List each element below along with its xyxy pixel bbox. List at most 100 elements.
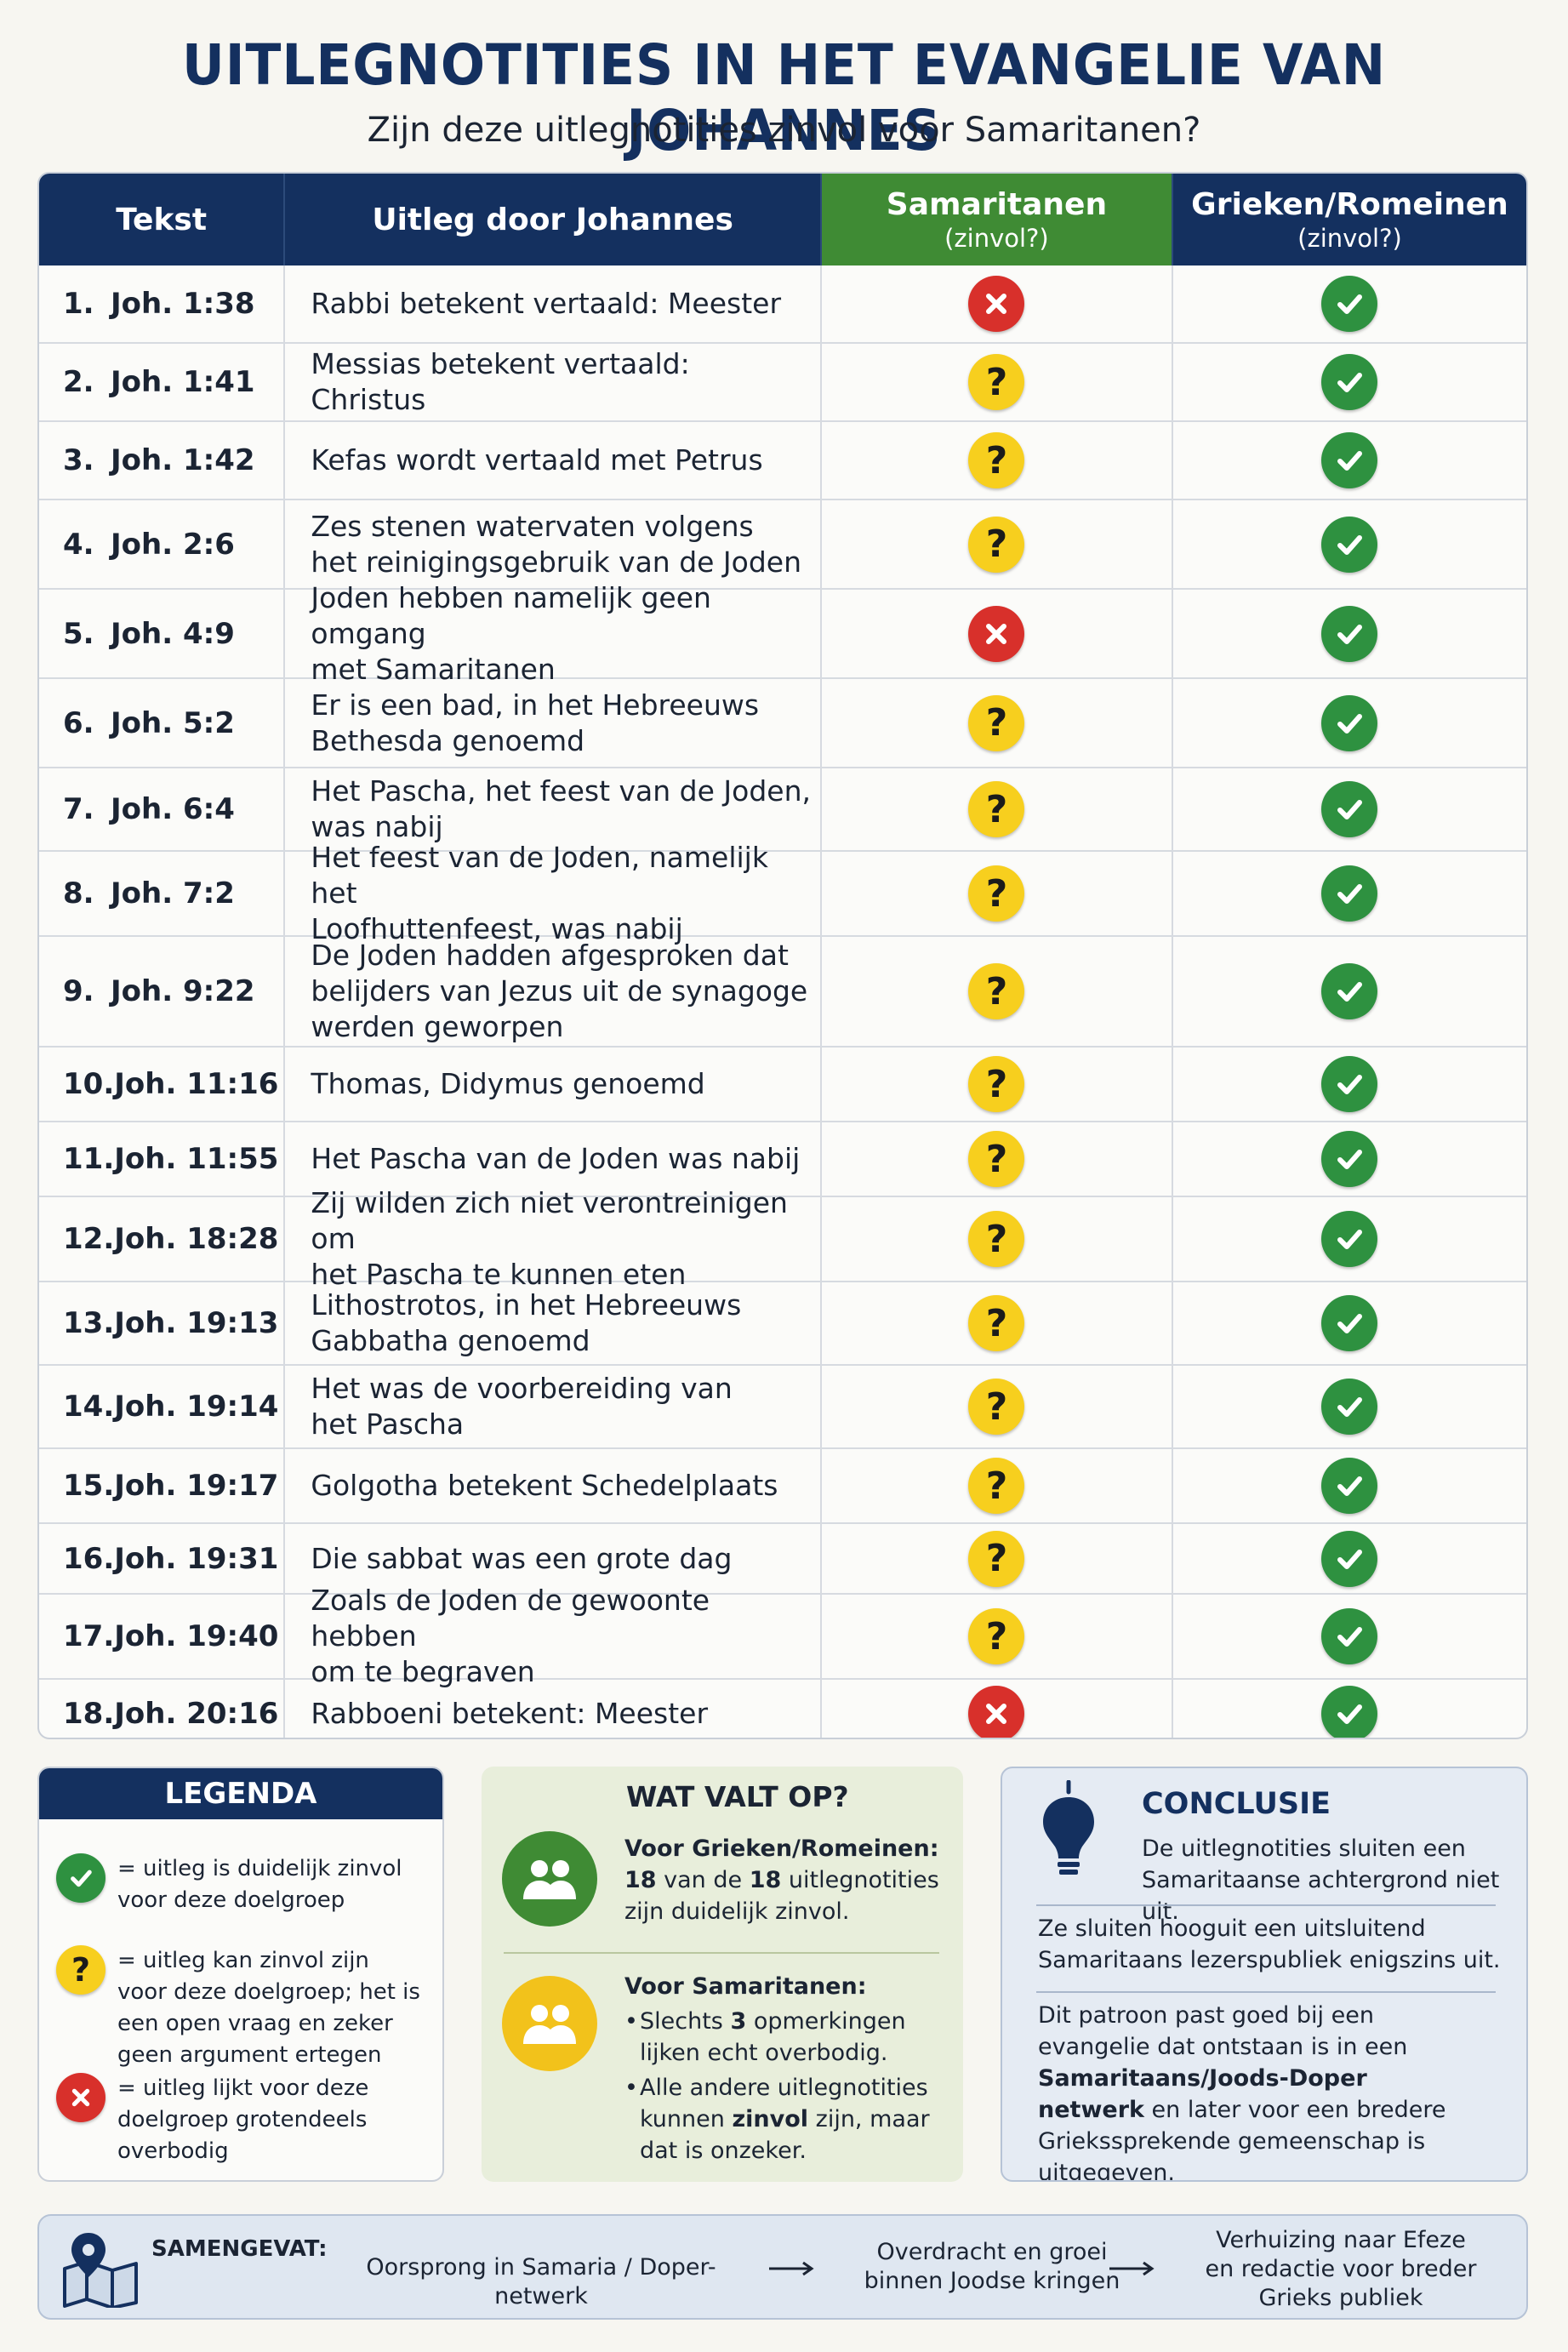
table-row: 17. Joh. 19:40 Zoals de Joden de gewoonte … <box>39 1584 1526 1688</box>
uitleg-line: het reinigingsgebruik van de Joden <box>311 545 802 579</box>
uitleg-line: Lithostrotos, in het Hebreeuws <box>311 1288 742 1322</box>
cell-grieken <box>1173 1680 1526 1738</box>
bible-reference: Joh. 6:4 <box>111 792 235 826</box>
cell-samaritanen: ? <box>822 1449 1173 1522</box>
grieken-heading: Voor Grieken/Romeinen: <box>624 1835 939 1862</box>
cell-tekst: 8. Joh. 7:2 <box>39 852 286 935</box>
uitleg-line: Zoals de Joden de gewoonte hebben <box>311 1584 710 1653</box>
row-number: 18. <box>63 1697 115 1731</box>
summary-step-2: Overdracht en groei binnen Joodse kringe… <box>830 2238 1154 2296</box>
uitleg-line: belijders van Jezus uit de synagoge <box>311 974 808 1008</box>
cell-uitleg: Zoals de Joden de gewoonte hebben om te b… <box>285 1584 822 1688</box>
bible-reference: Joh. 11:16 <box>114 1067 279 1101</box>
cell-uitleg: Het feest van de Joden, namelijk het Loof… <box>285 841 822 945</box>
check-icon <box>1321 694 1378 751</box>
table-row: 16. Joh. 19:31 Die sabbat was een grote da… <box>39 1524 1526 1595</box>
uitleg-line: Het Pascha van de Joden was nabij <box>311 1142 801 1175</box>
cell-uitleg: Golgotha betekent Schedelplaats <box>285 1449 822 1522</box>
conclusie-text-1: De uitlegnotities sluiten een Samaritaan… <box>1142 1835 1500 1925</box>
legend-text-zinvol: = uitleg is duidelijk zinvol voor deze d… <box>117 1856 402 1913</box>
bullet-item: • Alle andere uitlegnotities kunnen zinvo… <box>624 2075 930 2164</box>
check-icon <box>1321 432 1378 488</box>
cell-tekst: 15. Joh. 19:17 <box>39 1449 286 1522</box>
table-row: 6. Joh. 5:2 Er is een bad, in het Hebreeuw… <box>39 679 1526 768</box>
cell-uitleg: Thomas, Didymus genoemd <box>285 1048 822 1121</box>
check-icon <box>1321 1056 1378 1112</box>
grieken-count: 18 <box>624 1867 657 1893</box>
bible-reference: Joh. 18:28 <box>114 1222 279 1256</box>
table-row: 18. Joh. 20:16 Rabboeni betekent: Meester <box>39 1680 1526 1738</box>
map-pin-icon <box>58 2229 143 2309</box>
bible-reference: Joh. 19:17 <box>114 1469 279 1503</box>
legend-item-zinvol: = uitleg is duidelijk zinvol voor deze d… <box>56 1853 424 1916</box>
question-icon: ? <box>968 1131 1025 1187</box>
cell-grieken <box>1173 679 1526 767</box>
row-number: 1. <box>63 287 94 321</box>
header-samaritanen-label: Samaritanen <box>886 186 1108 222</box>
cell-uitleg: Er is een bad, in het Hebreeuws Bethesda … <box>285 679 822 767</box>
conclusie-text-3-post: en later voor een bredere Griekssprekend… <box>1038 2097 1446 2182</box>
cross-icon <box>968 605 1025 662</box>
question-icon: ? <box>968 781 1025 837</box>
header-samaritanen-sublabel: (zinvol?) <box>944 223 1049 253</box>
header-tekst-label: Tekst <box>116 202 208 237</box>
uitleg-line: Thomas, Didymus genoemd <box>311 1067 705 1100</box>
table-row: 3. Joh. 1:42 Kefas wordt vertaald met Petr… <box>39 422 1526 500</box>
divider <box>1036 1991 1496 1993</box>
table-header: Tekst Uitleg door Johannes Samaritanen (… <box>39 174 1526 265</box>
cell-grieken <box>1173 590 1526 677</box>
question-icon: ? <box>968 354 1025 410</box>
bible-reference: Joh. 1:42 <box>111 443 255 477</box>
cell-grieken <box>1173 1595 1526 1678</box>
legend-panel: LEGENDA = uitleg is duidelijk zinvol voo… <box>37 1767 444 2182</box>
comparison-table: Tekst Uitleg door Johannes Samaritanen (… <box>37 172 1528 1739</box>
people-group-icon <box>502 1831 597 1927</box>
cell-uitleg: Rabboeni betekent: Meester <box>285 1680 822 1738</box>
cell-tekst: 9. Joh. 9:22 <box>39 937 286 1046</box>
cell-samaritanen: ? <box>822 1595 1173 1678</box>
bible-reference: Joh. 4:9 <box>111 616 235 651</box>
cell-grieken <box>1173 1282 1526 1364</box>
bullet-item: • Slechts 3 opmerkingen lijken echt overb… <box>624 2008 906 2066</box>
cell-tekst: 2. Joh. 1:41 <box>39 344 286 420</box>
grieken-text: 18 van de 18 uitlegnotities zijn duideli… <box>624 1864 956 1927</box>
cell-grieken <box>1173 1366 1526 1447</box>
bible-reference: Joh. 1:41 <box>111 365 255 399</box>
cell-samaritanen: ? <box>822 937 1173 1046</box>
uitleg-line: was nabij <box>311 810 443 843</box>
cell-samaritanen: ? <box>822 768 1173 850</box>
check-icon <box>1321 1295 1378 1351</box>
bible-reference: Joh. 19:14 <box>114 1390 279 1424</box>
page-subtitle: Zijn deze uitlegnotities zinvol voor Sam… <box>367 111 1201 150</box>
cell-samaritanen: ? <box>822 1048 1173 1121</box>
uitleg-line: Die sabbat was een grote dag <box>311 1541 733 1575</box>
cell-grieken <box>1173 500 1526 588</box>
bible-reference: Joh. 11:55 <box>114 1142 279 1176</box>
table-row: 13. Joh. 19:13 Lithostrotos, in het Hebree… <box>39 1282 1526 1366</box>
cell-uitleg: Het was de voorbereiding van het Pascha <box>285 1366 822 1447</box>
wat-valt-op-title: WAT VALT OP? <box>626 1780 849 1813</box>
table-row: 15. Joh. 19:17 Golgotha betekent Schedelpl… <box>39 1449 1526 1524</box>
conclusie-text-3-bold: Samaritaans/Joods-Doper netwerk <box>1038 2065 1367 2123</box>
legend-title: LEGENDA <box>39 1768 442 1819</box>
uitleg-line: Zij wilden zich niet verontreinigen om <box>311 1186 788 1255</box>
cell-tekst: 17. Joh. 19:40 <box>39 1595 286 1678</box>
cell-uitleg: Het Pascha, het feest van de Joden, was n… <box>285 768 822 850</box>
uitleg-line: Bethesda genoemd <box>311 723 585 757</box>
table-row: 2. Joh. 1:41 Messias betekent vertaald: Ch… <box>39 344 1526 422</box>
table-row: 12. Joh. 18:28 Zij wilden zich niet veront… <box>39 1186 1526 1291</box>
row-number: 9. <box>63 974 94 1008</box>
question-icon: ? <box>968 1458 1025 1514</box>
wat-valt-op-panel: WAT VALT OP? Voor Grieken/Romeinen: 18 v… <box>482 1767 963 2182</box>
cell-samaritanen <box>822 265 1173 342</box>
bible-reference: Joh. 1:38 <box>111 287 255 321</box>
divider <box>1036 1904 1496 1906</box>
conclusie-text-3-pre: Dit patroon past goed bij een evangelie … <box>1038 2002 1408 2060</box>
question-icon: ? <box>968 1295 1025 1351</box>
cell-tekst: 13. Joh. 19:13 <box>39 1282 286 1364</box>
uitleg-line: Golgotha betekent Schedelplaats <box>311 1469 778 1502</box>
samaritanen-heading: Voor Samaritanen: <box>624 1973 867 2000</box>
table-row: 5. Joh. 4:9 Joden hebben namelijk geen omg… <box>39 581 1526 686</box>
uitleg-line: De Joden hadden afgesproken dat <box>311 939 789 972</box>
cross-icon <box>56 2073 105 2122</box>
